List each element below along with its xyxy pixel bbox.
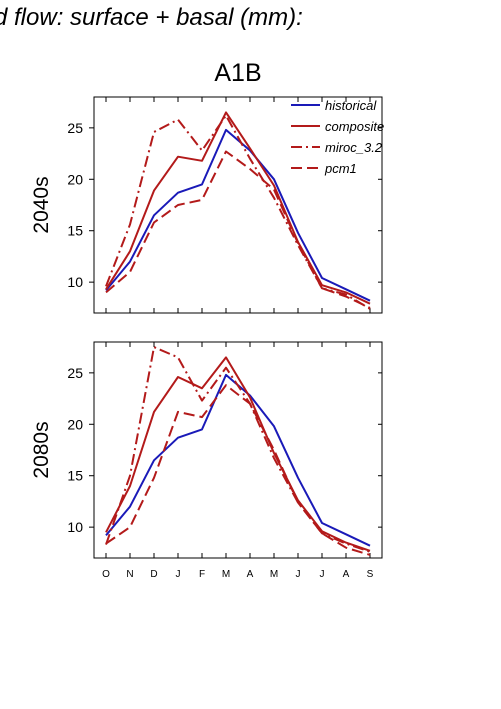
x-tick-label: A xyxy=(247,569,254,580)
panel-label: 2040s xyxy=(30,176,53,233)
y-tick-label: 25 xyxy=(67,120,83,136)
series-line-composite xyxy=(105,356,371,552)
x-tick-label: F xyxy=(199,569,205,580)
legend: historical composite miroc_3.2 pcm1 xyxy=(291,98,384,176)
series-line-historical xyxy=(105,373,371,547)
x-tick-label: O xyxy=(102,569,110,580)
y-tick-label: 10 xyxy=(67,519,83,535)
page-title: d flow: surface + basal (mm): xyxy=(0,4,303,31)
x-tick-label: A xyxy=(343,569,350,580)
x-tick-label: D xyxy=(150,569,157,580)
series-line-composite xyxy=(105,111,371,305)
series-line-pcm1 xyxy=(105,150,371,309)
legend-label: historical xyxy=(325,98,377,113)
x-tick-label: J xyxy=(296,569,301,580)
plot-frame xyxy=(93,96,383,314)
y-tick-label: 20 xyxy=(67,416,83,432)
series-line-pcm1 xyxy=(105,384,371,556)
legend-label: miroc_3.2 xyxy=(325,140,383,155)
y-tick-label: 15 xyxy=(67,223,83,239)
y-tick-label: 25 xyxy=(67,365,83,381)
series-line-historical xyxy=(105,128,371,302)
panel-2080s: 10 15 20 25 O N D J F M A M J J A S 2080s xyxy=(30,341,383,580)
y-tick-label: 10 xyxy=(67,274,83,290)
x-tick-label: N xyxy=(126,569,133,580)
legend-label: composite xyxy=(325,119,384,134)
scenario-title: A1B xyxy=(214,59,261,87)
x-tick-label: S xyxy=(367,569,374,580)
x-tick-label: J xyxy=(176,569,181,580)
panel-label: 2080s xyxy=(30,421,53,478)
series-line-miroc_3.2 xyxy=(105,346,371,553)
x-tick-label: M xyxy=(270,569,278,580)
x-tick-label: M xyxy=(222,569,230,580)
y-tick-label: 20 xyxy=(67,171,83,187)
y-tick-label: 15 xyxy=(67,468,83,484)
panel-2040s: 10 15 20 25 2040s historical composite miroc_3.… xyxy=(30,96,384,314)
x-tick-label: J xyxy=(320,569,325,580)
plot-frame xyxy=(93,341,383,559)
legend-label: pcm1 xyxy=(324,161,357,176)
